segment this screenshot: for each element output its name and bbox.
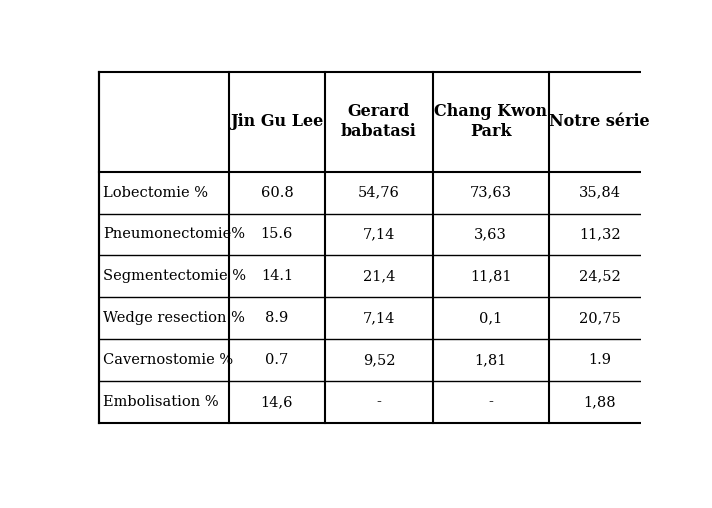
Text: 8.9: 8.9 <box>266 311 288 325</box>
Text: 11,81: 11,81 <box>470 269 511 283</box>
Text: Jin Gu Lee: Jin Gu Lee <box>230 113 323 130</box>
Text: Gerard
babatasi: Gerard babatasi <box>341 104 417 140</box>
Text: Wedge resection %: Wedge resection % <box>103 311 245 325</box>
Text: 3,63: 3,63 <box>474 228 507 241</box>
Text: 1.9: 1.9 <box>588 353 611 367</box>
Text: 1,88: 1,88 <box>583 395 616 409</box>
Text: 73,63: 73,63 <box>470 185 512 200</box>
Text: Embolisation %: Embolisation % <box>103 395 219 409</box>
Text: 60.8: 60.8 <box>261 185 293 200</box>
Text: Cavernostomie %: Cavernostomie % <box>103 353 234 367</box>
Text: Pneumonectomie%: Pneumonectomie% <box>103 228 246 241</box>
Text: Chang Kwon
Park: Chang Kwon Park <box>434 104 548 140</box>
Text: 1,81: 1,81 <box>474 353 507 367</box>
Text: 7,14: 7,14 <box>363 311 395 325</box>
Text: 14,6: 14,6 <box>261 395 293 409</box>
Text: 11,32: 11,32 <box>579 228 620 241</box>
Text: 24,52: 24,52 <box>579 269 621 283</box>
Text: 7,14: 7,14 <box>363 228 395 241</box>
Text: 35,84: 35,84 <box>579 185 621 200</box>
Text: 15.6: 15.6 <box>261 228 293 241</box>
Text: 20,75: 20,75 <box>579 311 621 325</box>
Text: 0.7: 0.7 <box>266 353 288 367</box>
Text: 14.1: 14.1 <box>261 269 293 283</box>
Text: Lobectomie %: Lobectomie % <box>103 185 209 200</box>
Text: -: - <box>488 395 493 409</box>
Text: 0,1: 0,1 <box>479 311 503 325</box>
Text: 21,4: 21,4 <box>363 269 395 283</box>
Text: Notre série: Notre série <box>550 113 650 130</box>
Text: 54,76: 54,76 <box>358 185 400 200</box>
Text: Segmentectomie %: Segmentectomie % <box>103 269 246 283</box>
Text: 9,52: 9,52 <box>362 353 395 367</box>
Text: -: - <box>377 395 382 409</box>
